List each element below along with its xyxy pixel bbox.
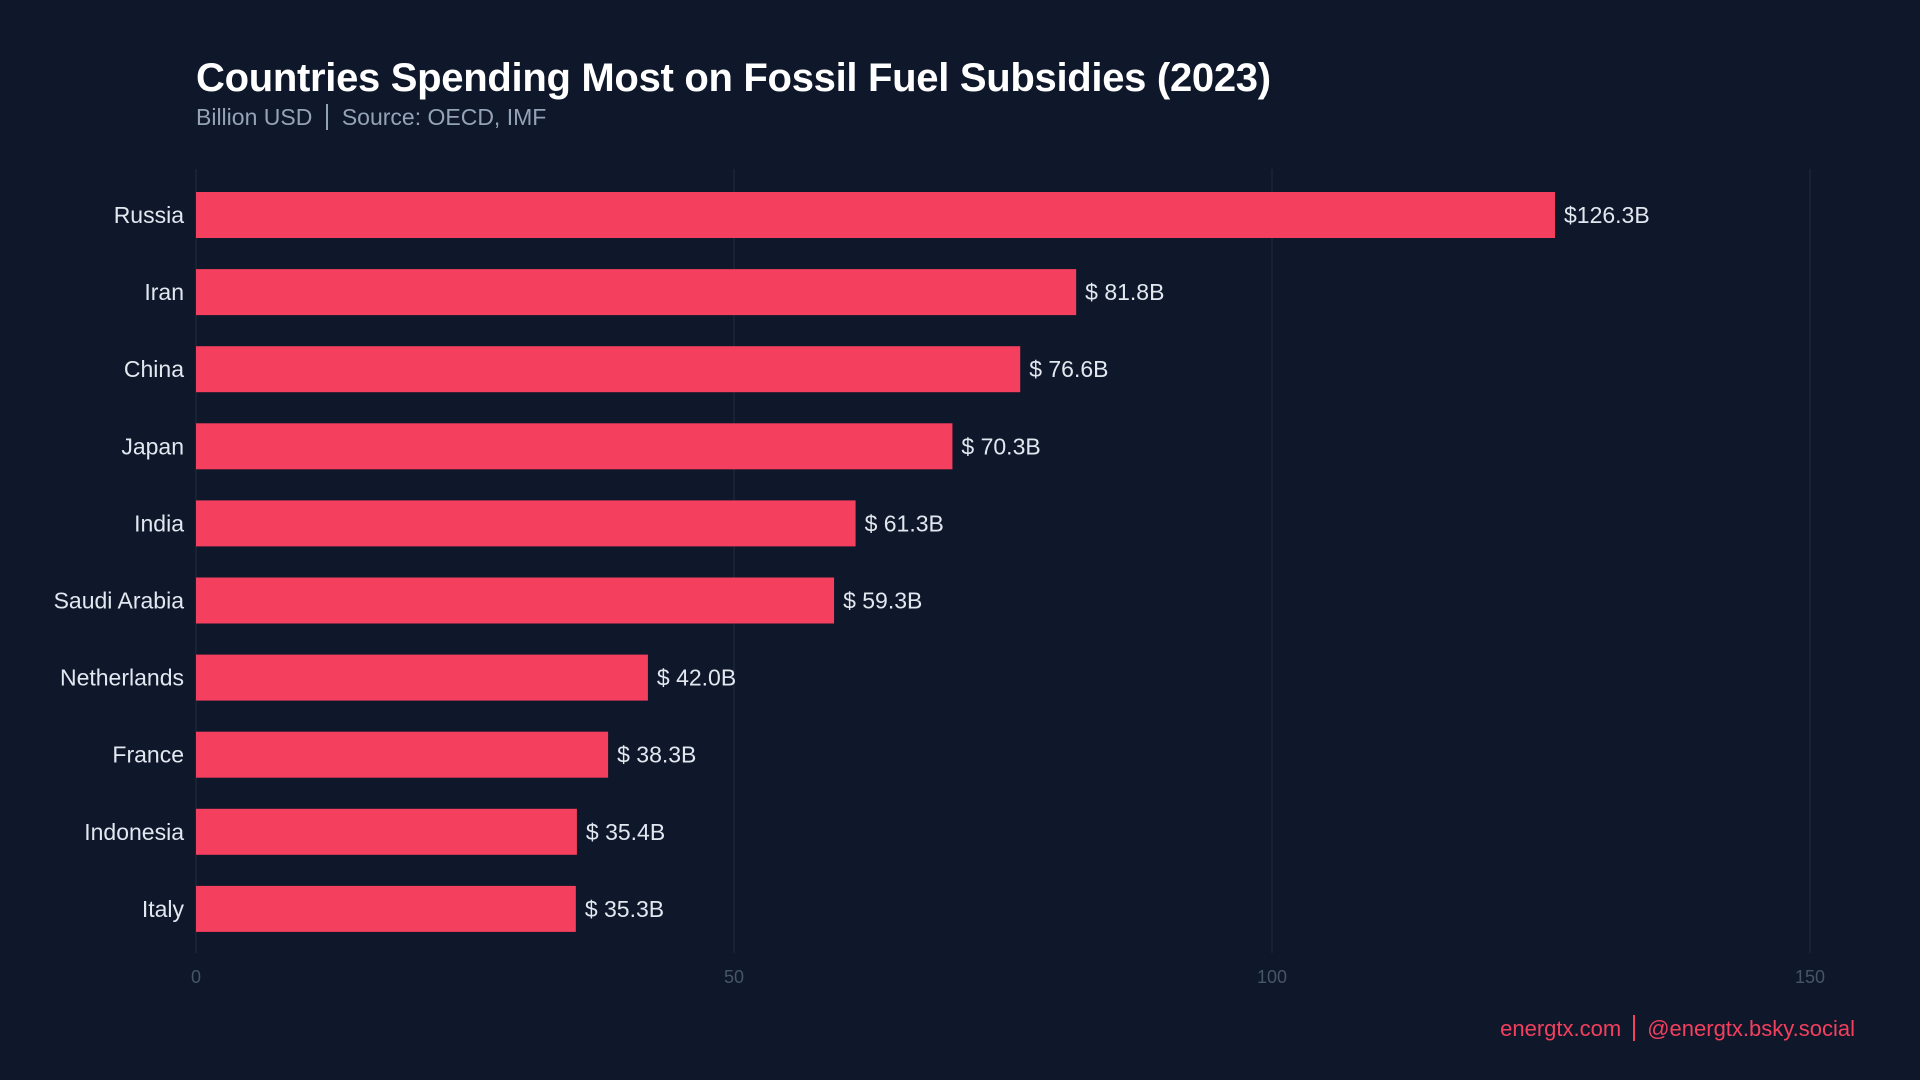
y-category-label: India (134, 510, 184, 536)
data-label: $ 81.8B (1085, 279, 1164, 305)
footer-credits: energtx.com @energtx.bsky.social (1500, 1015, 1855, 1042)
y-category-label: Netherlands (60, 665, 184, 691)
chart-subtitle: Billion USD Source: OECD, IMF (196, 104, 546, 131)
data-label: $ 38.3B (617, 742, 696, 768)
data-label: $ 76.6B (1029, 356, 1108, 382)
y-category-label: Saudi Arabia (54, 588, 185, 614)
subtitle-unit: Billion USD (196, 104, 313, 130)
data-label: $ 35.3B (585, 896, 664, 922)
subtitle-source: Source: OECD, IMF (341, 104, 547, 130)
bar (196, 577, 835, 624)
chart-title: Countries Spending Most on Fossil Fuel S… (196, 56, 1271, 100)
bar (196, 192, 1555, 238)
y-category-label: Japan (121, 433, 184, 459)
y-category-label: Iran (144, 279, 184, 305)
bar (196, 500, 856, 547)
x-tick-label: 50 (724, 967, 744, 987)
footer-social[interactable]: @energtx.bsky.social (1647, 1016, 1855, 1041)
x-tick-label: 0 (191, 967, 201, 987)
bar (196, 269, 1077, 316)
y-category-label: Italy (142, 896, 185, 922)
bar (196, 654, 648, 701)
x-tick-label: 100 (1257, 967, 1287, 987)
data-label: $ 59.3B (843, 588, 922, 614)
data-label: $ 70.3B (961, 433, 1040, 459)
x-tick-label: 150 (1795, 967, 1825, 987)
y-category-label: Indonesia (84, 819, 184, 845)
bar (196, 808, 577, 855)
y-category-label: China (124, 356, 184, 382)
bar (196, 346, 1021, 393)
y-category-label: Russia (114, 202, 185, 228)
data-label: $126.3B (1564, 202, 1650, 228)
data-label: $ 42.0B (657, 665, 736, 691)
bar (196, 731, 609, 778)
footer-divider (1633, 1015, 1636, 1041)
y-category-label: France (112, 742, 184, 768)
bar (196, 885, 576, 932)
subtitle-divider (326, 104, 328, 130)
data-label: $ 35.4B (586, 819, 665, 845)
footer-website[interactable]: energtx.com (1500, 1016, 1622, 1041)
bar (196, 423, 953, 470)
data-label: $ 61.3B (865, 510, 944, 536)
